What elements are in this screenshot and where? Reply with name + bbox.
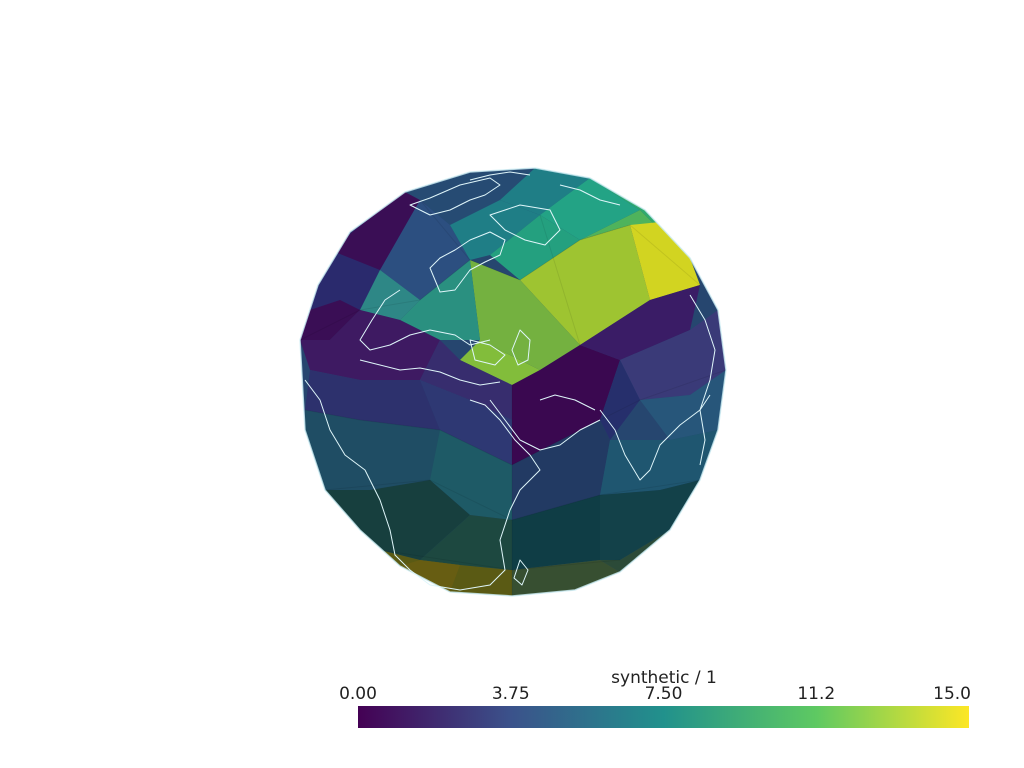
globe-mesh (300, 168, 726, 596)
scalar-bar-gradient (358, 706, 969, 728)
scalar-bar-tick-label: 7.50 (644, 684, 683, 704)
scalar-bar: synthetic / 1 0.00 3.75 7.50 11.2 15.0 (339, 668, 971, 732)
mesh-edges (300, 199, 726, 596)
globe-render[interactable] (0, 0, 1024, 660)
scalar-bar-tick-label: 15.0 (933, 684, 971, 704)
scalar-bar-tick-label: 3.75 (491, 684, 530, 704)
scalar-bar-tick-label: 0.00 (339, 684, 377, 704)
globe-outline (299, 167, 727, 597)
coastlines (304, 171, 716, 591)
scalar-bar-ticks: 0.00 3.75 7.50 11.2 15.0 (339, 684, 971, 704)
scalar-bar-tick-label: 11.2 (797, 684, 836, 704)
scalar-bar-title: synthetic / 1 (611, 668, 717, 688)
